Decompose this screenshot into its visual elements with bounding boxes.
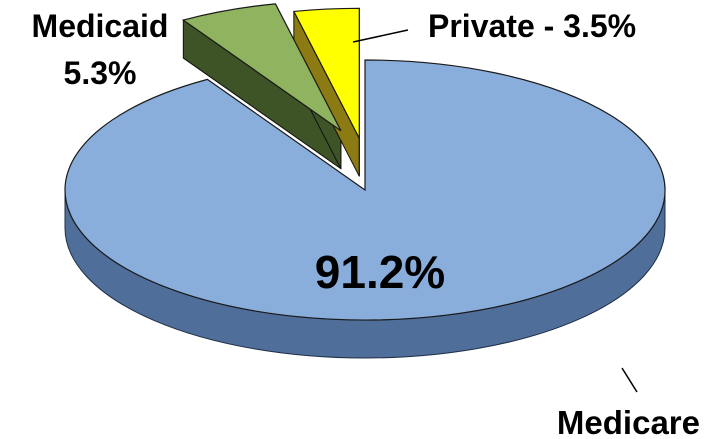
medicare-label: Medicare bbox=[557, 404, 700, 439]
medicare-value-label: 91.2% bbox=[315, 246, 445, 298]
medicare-leader-line bbox=[621, 367, 638, 393]
medicaid-value-label: 5.3% bbox=[64, 55, 137, 91]
private-3-5-slice bbox=[292, 7, 360, 139]
slice-tops bbox=[64, 3, 666, 321]
medicaid-label: Medicaid bbox=[32, 8, 169, 44]
private-leader-line bbox=[352, 29, 409, 43]
medicare-slice bbox=[64, 59, 666, 321]
private-label: Private - 3.5% bbox=[428, 8, 636, 44]
medicaid-slice bbox=[181, 3, 342, 132]
